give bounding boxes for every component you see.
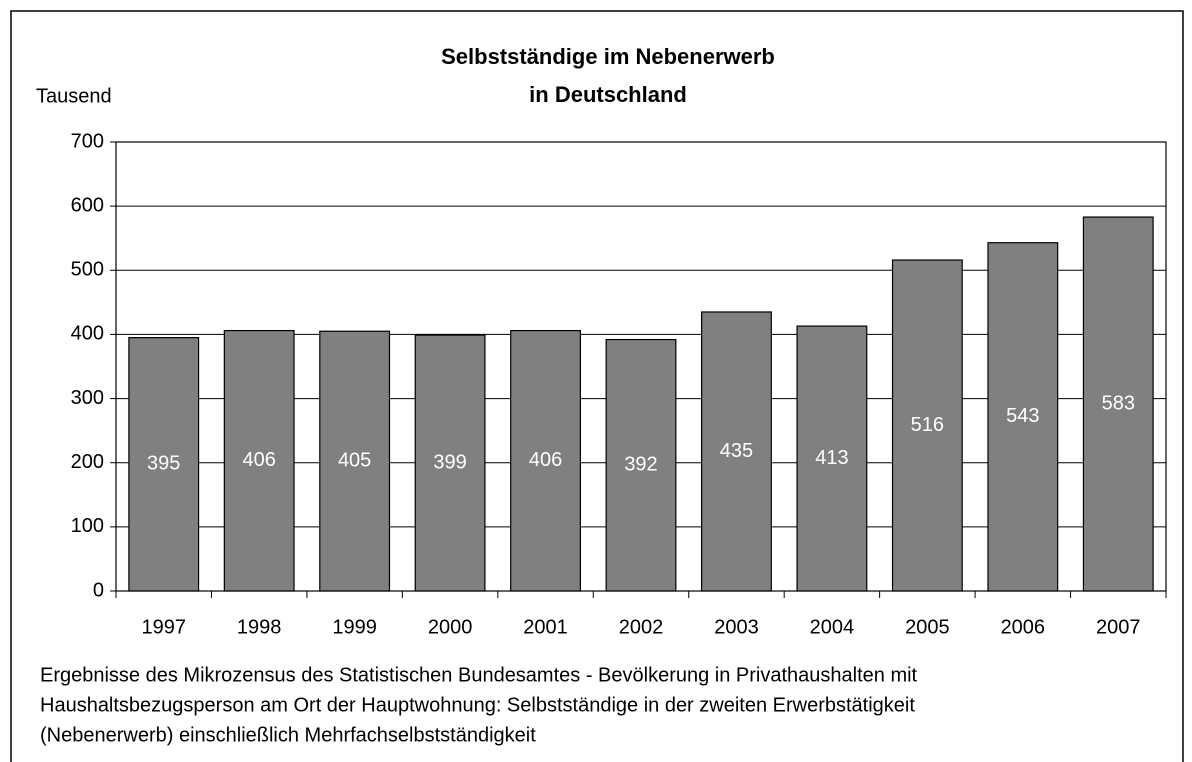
note: Ergebnisse des Mikrozensus des Statistis…	[40, 664, 918, 686]
y-tick-label: 600	[71, 194, 104, 216]
x-tick-label: 2006	[1001, 616, 1046, 638]
bar	[319, 330, 391, 592]
data-label: 583	[1102, 392, 1135, 414]
y-tick-label: 700	[71, 130, 104, 152]
x-tick-label: 2005	[905, 616, 950, 638]
data-label: 516	[911, 414, 944, 436]
data-label: 543	[1006, 405, 1039, 427]
x-tick-label: 2000	[428, 616, 473, 638]
chart-title: in Deutschland	[529, 82, 687, 107]
bar	[987, 242, 1059, 592]
chart-border	[10, 10, 1184, 762]
data-label: 413	[815, 447, 848, 469]
chart-title: Selbstständige im Nebenerwerb	[441, 44, 775, 69]
x-tick-label: 1997	[141, 616, 186, 638]
bar	[891, 259, 963, 592]
bar	[510, 329, 581, 592]
y-tick-label: 500	[71, 259, 104, 281]
data-label: 399	[433, 451, 466, 473]
y-tick-label: 0	[93, 579, 104, 601]
bar	[223, 329, 295, 592]
bar	[701, 311, 772, 592]
x-tick-label: 2001	[523, 616, 568, 638]
y-axis-label: Tausend	[36, 85, 112, 107]
data-label: 392	[624, 454, 657, 476]
bar	[414, 334, 486, 592]
data-label: 435	[720, 440, 753, 462]
data-label: 395	[147, 453, 180, 475]
bar	[1082, 216, 1154, 592]
bar	[128, 337, 200, 592]
x-tick-label: 2002	[619, 616, 664, 638]
bar	[605, 338, 677, 592]
note: Haushaltsbezugsperson am Ort der Hauptwo…	[40, 694, 915, 716]
y-tick-label: 300	[71, 387, 104, 409]
bar	[796, 325, 868, 592]
y-tick-label: 400	[71, 323, 104, 345]
x-tick-label: 2003	[714, 616, 759, 638]
y-tick-label: 200	[71, 451, 104, 473]
data-label: 405	[338, 449, 371, 471]
x-tick-label: 2007	[1096, 616, 1141, 638]
x-tick-label: 2004	[810, 616, 855, 638]
x-tick-label: 1999	[332, 616, 377, 638]
x-tick-label: 1998	[237, 616, 282, 638]
y-tick-label: 100	[71, 515, 104, 537]
data-label: 406	[529, 449, 562, 471]
note: (Nebenerwerb) einschließlich Mehrfachsel…	[40, 724, 536, 746]
data-label: 406	[242, 449, 275, 471]
